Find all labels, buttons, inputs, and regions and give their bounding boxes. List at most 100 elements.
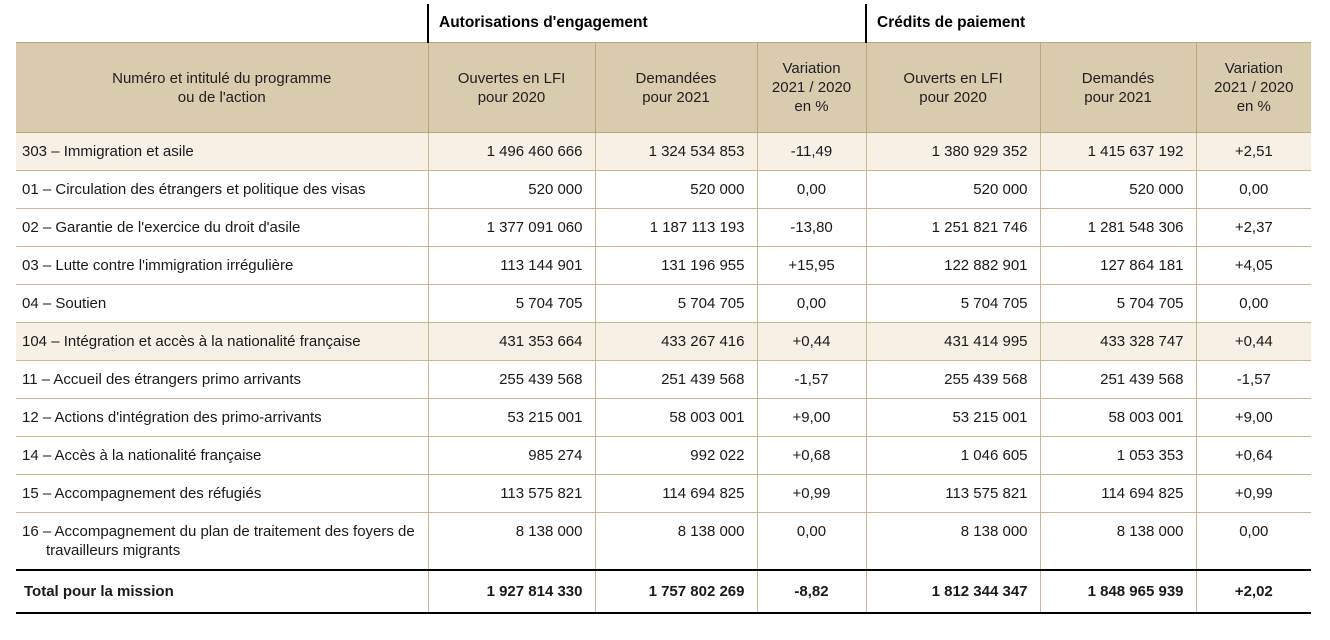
ae-variation-cell: +0,44 (756, 322, 867, 361)
table-row-action-15: 15 – Accompagnement des réfugiés 113 575… (16, 474, 1312, 513)
cp-demande-cell: 520 000 (1039, 170, 1197, 209)
ae-demande-cell: 1 324 534 853 (594, 132, 758, 171)
row-label: 04 – Soutien (16, 284, 429, 323)
cp-variation-total-cell: +2,02 (1195, 569, 1312, 614)
cp-lfi-cell: 113 575 821 (865, 474, 1041, 513)
ae-demande-cell: 8 138 000 (594, 512, 758, 571)
cp-lfi-cell: 8 138 000 (865, 512, 1041, 571)
row-label: 104 – Intégration et accès à la national… (16, 322, 429, 361)
column-header-cp-variation: Variation 2021 / 2020 en % (1195, 42, 1312, 133)
cp-variation-cell: +2,51 (1195, 132, 1312, 171)
ae-demande-cell: 1 187 113 193 (594, 208, 758, 247)
group-header-autorisations-engagement: Autorisations d'engagement (426, 4, 867, 43)
ae-lfi-cell: 113 575 821 (427, 474, 596, 513)
cp-demande-cell: 1 281 548 306 (1039, 208, 1197, 247)
cp-lfi-cell: 1 046 605 (865, 436, 1041, 475)
cp-demande-cell: 114 694 825 (1039, 474, 1197, 513)
ae-demande-cell: 58 003 001 (594, 398, 758, 437)
cp-lfi-cell: 520 000 (865, 170, 1041, 209)
table-row-action-02: 02 – Garantie de l'exercice du droit d'a… (16, 208, 1312, 247)
ae-variation-cell: 0,00 (756, 284, 867, 323)
ae-demande-cell: 131 196 955 (594, 246, 758, 285)
table-row-action-14: 14 – Accès à la nationalité française 98… (16, 436, 1312, 475)
cp-demande-cell: 127 864 181 (1039, 246, 1197, 285)
ae-lfi-cell: 53 215 001 (427, 398, 596, 437)
table-row-total-mission: Total pour la mission 1 927 814 330 1 75… (16, 569, 1312, 614)
ae-variation-cell: 0,00 (756, 170, 867, 209)
ae-demande-cell: 992 022 (594, 436, 758, 475)
ae-lfi-cell: 985 274 (427, 436, 596, 475)
budget-document-page: Autorisations d'engagement Crédits de pa… (16, 4, 1312, 614)
row-label: 03 – Lutte contre l'immigration irréguli… (16, 246, 429, 285)
ae-variation-cell: -1,57 (756, 360, 867, 399)
cp-variation-cell: +2,37 (1195, 208, 1312, 247)
group-header-row: Autorisations d'engagement Crédits de pa… (16, 4, 1312, 43)
cp-demande-cell: 433 328 747 (1039, 322, 1197, 361)
cp-lfi-cell: 1 251 821 746 (865, 208, 1041, 247)
ae-lfi-cell: 255 439 568 (427, 360, 596, 399)
row-label: 14 – Accès à la nationalité française (16, 436, 429, 475)
cp-demande-cell: 5 704 705 (1039, 284, 1197, 323)
row-label: 01 – Circulation des étrangers et politi… (16, 170, 429, 209)
cp-lfi-cell: 53 215 001 (865, 398, 1041, 437)
cp-demande-cell: 58 003 001 (1039, 398, 1197, 437)
cp-demande-cell: 1 053 353 (1039, 436, 1197, 475)
total-label: Total pour la mission (16, 569, 429, 614)
ae-variation-cell: +15,95 (756, 246, 867, 285)
ae-variation-cell: -13,80 (756, 208, 867, 247)
ae-lfi-cell: 8 138 000 (427, 512, 596, 571)
cp-lfi-total-cell: 1 812 344 347 (865, 569, 1041, 614)
table-row-action-11: 11 – Accueil des étrangers primo arrivan… (16, 360, 1312, 399)
cp-variation-cell: 0,00 (1195, 284, 1312, 323)
ae-demande-cell: 433 267 416 (594, 322, 758, 361)
cp-variation-cell: +0,44 (1195, 322, 1312, 361)
cp-variation-cell: -1,57 (1195, 360, 1312, 399)
ae-lfi-cell: 113 144 901 (427, 246, 596, 285)
row-label: 11 – Accueil des étrangers primo arrivan… (16, 360, 429, 399)
table-row-action-16: 16 – Accompagnement du plan de traitemen… (16, 512, 1312, 571)
column-header-ae-lfi-2020: Ouvertes en LFI pour 2020 (427, 42, 596, 133)
ae-demande-cell: 520 000 (594, 170, 758, 209)
ae-variation-cell: -11,49 (756, 132, 867, 171)
cp-variation-cell: +0,64 (1195, 436, 1312, 475)
ae-demande-cell: 251 439 568 (594, 360, 758, 399)
row-label: 15 – Accompagnement des réfugiés (16, 474, 429, 513)
ae-demande-cell: 5 704 705 (594, 284, 758, 323)
column-header-cp-lfi-2020: Ouverts en LFI pour 2020 (865, 42, 1041, 133)
ae-demande-total-cell: 1 757 802 269 (594, 569, 758, 614)
column-header-ae-variation: Variation 2021 / 2020 en % (756, 42, 867, 133)
ae-variation-cell: 0,00 (756, 512, 867, 571)
cp-lfi-cell: 5 704 705 (865, 284, 1041, 323)
cp-variation-cell: 0,00 (1195, 170, 1312, 209)
cp-demande-cell: 8 138 000 (1039, 512, 1197, 571)
cp-demande-cell: 1 415 637 192 (1039, 132, 1197, 171)
ae-variation-cell: +0,99 (756, 474, 867, 513)
table-row-programme-104: 104 – Intégration et accès à la national… (16, 322, 1312, 361)
cp-variation-cell: +9,00 (1195, 398, 1312, 437)
row-label: 12 – Actions d'intégration des primo-arr… (16, 398, 429, 437)
ae-variation-cell: +9,00 (756, 398, 867, 437)
cp-lfi-cell: 255 439 568 (865, 360, 1041, 399)
credits-evolution-table: Autorisations d'engagement Crédits de pa… (16, 4, 1312, 614)
ae-lfi-total-cell: 1 927 814 330 (427, 569, 596, 614)
ae-variation-cell: +0,68 (756, 436, 867, 475)
cp-lfi-cell: 1 380 929 352 (865, 132, 1041, 171)
row-label: 02 – Garantie de l'exercice du droit d'a… (16, 208, 429, 247)
row-label: 16 – Accompagnement du plan de traitemen… (16, 512, 429, 571)
row-label: 303 – Immigration et asile (16, 132, 429, 171)
ae-demande-cell: 114 694 825 (594, 474, 758, 513)
group-header-credits-paiement: Crédits de paiement (865, 4, 1312, 43)
table-row-action-04: 04 – Soutien 5 704 705 5 704 705 0,00 5 … (16, 284, 1312, 323)
cp-demande-cell: 251 439 568 (1039, 360, 1197, 399)
ae-lfi-cell: 1 377 091 060 (427, 208, 596, 247)
ae-lfi-cell: 520 000 (427, 170, 596, 209)
cp-demande-total-cell: 1 848 965 939 (1039, 569, 1197, 614)
column-header-row: Numéro et intitulé du programme ou de l'… (16, 42, 1312, 133)
column-header-programme: Numéro et intitulé du programme ou de l'… (16, 42, 429, 133)
column-header-ae-demandees-2021: Demandées pour 2021 (594, 42, 758, 133)
cp-variation-cell: +0,99 (1195, 474, 1312, 513)
table-row-programme-303: 303 – Immigration et asile 1 496 460 666… (16, 132, 1312, 171)
table-row-action-03: 03 – Lutte contre l'immigration irréguli… (16, 246, 1312, 285)
ae-lfi-cell: 5 704 705 (427, 284, 596, 323)
ae-variation-total-cell: -8,82 (756, 569, 867, 614)
